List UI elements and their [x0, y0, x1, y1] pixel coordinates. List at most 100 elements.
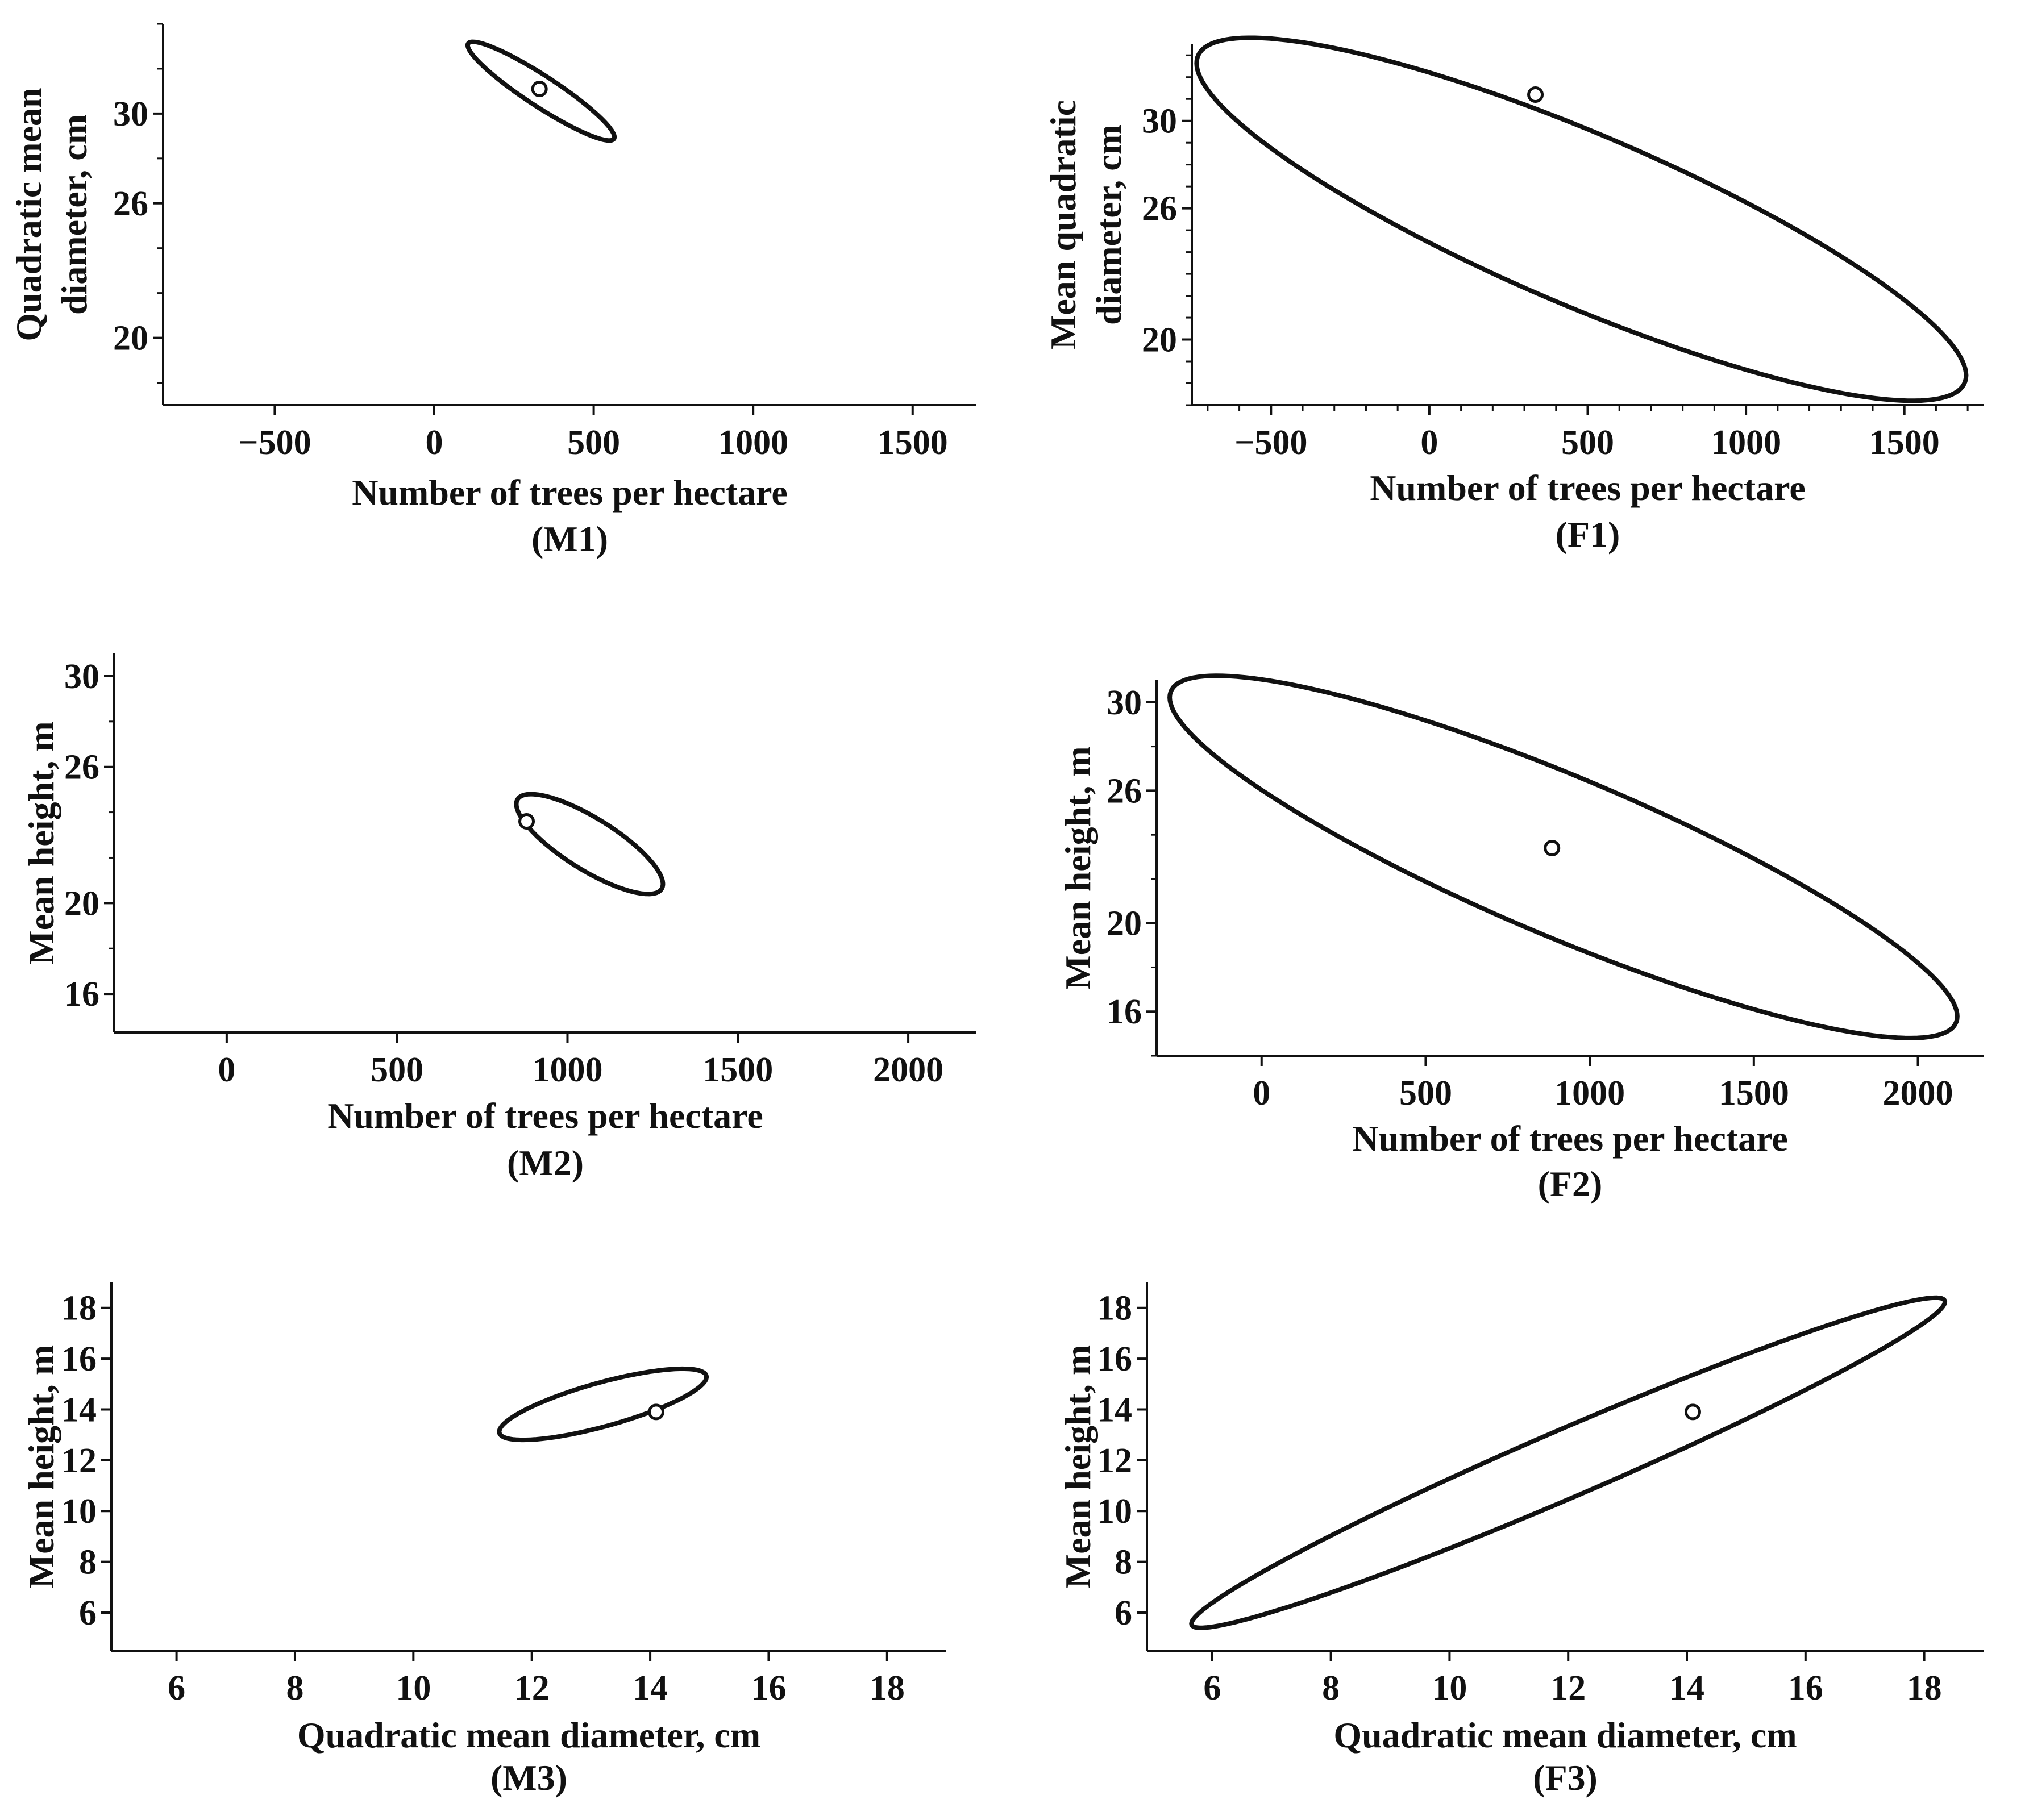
x-tick-label: 2000	[1883, 1074, 1953, 1113]
x-tick-label: 0	[1253, 1074, 1270, 1113]
x-tick-label: 1000	[1711, 423, 1781, 462]
x-axis-label: Quadratic mean diameter, cm	[297, 1715, 760, 1755]
y-axis-label: Mean height, m	[1058, 746, 1098, 989]
y-tick-label: 20	[113, 319, 148, 358]
x-tick-label: 1000	[718, 423, 788, 462]
x-axis-label: Number of trees per hectare	[1352, 1118, 1788, 1159]
x-axis-label: Quadratic mean diameter, cm	[1333, 1715, 1797, 1755]
y-tick-label: 16	[1107, 993, 1142, 1031]
y-tick-label: 30	[64, 657, 99, 696]
data-point	[531, 80, 548, 97]
panel-f3: 6 8 10 12 14 16 18 6 8 10 12 14 16 18 Quadratic mean d…	[1058, 1282, 1984, 1798]
x-tick-label: 2000	[873, 1051, 943, 1089]
x-axis-label: Number of trees per hectare	[352, 472, 788, 513]
x-tick-label: 0	[1420, 423, 1438, 462]
x-tick-label: 8	[1322, 1669, 1340, 1707]
y-axis-label: Mean height, m	[21, 1345, 61, 1588]
y-tick-label: 30	[113, 95, 148, 134]
y-tick-label: 16	[64, 975, 99, 1014]
x-axis-label: Number of trees per hectare	[1370, 468, 1806, 508]
confidence-ellipse	[1167, 673, 1960, 1040]
y-tick-label: 20	[64, 884, 99, 923]
confidence-ellipse	[1189, 1295, 1948, 1630]
x-tick-label: 500	[1561, 423, 1614, 462]
panel-f1: 20 26 30 −500 0 500 1000 1500 Number of trees pe…	[1043, 35, 1984, 555]
panel-label: (F3)	[1533, 1757, 1598, 1798]
x-tick-label: 16	[1788, 1669, 1823, 1707]
x-axis-label: Number of trees per hectare	[327, 1096, 763, 1136]
x-tick-label: 14	[1669, 1669, 1704, 1707]
y-tick-label: 26	[64, 748, 99, 787]
x-tick-label: 0	[426, 423, 443, 462]
y-tick-label: 26	[1107, 772, 1142, 810]
y-tick-label: 30	[1107, 684, 1142, 722]
y-axis-label: diameter, cm	[54, 114, 94, 315]
x-tick-label: 1500	[878, 423, 948, 462]
x-tick-label: −500	[238, 423, 311, 462]
x-tick-label: 1500	[702, 1051, 773, 1089]
y-tick-label: 10	[1097, 1492, 1132, 1531]
y-tick-label: 8	[79, 1543, 97, 1582]
x-tick-label: 500	[567, 423, 620, 462]
y-axis-label: Mean height, m	[21, 721, 61, 964]
x-tick-label: 8	[286, 1669, 303, 1707]
panel-label: (F2)	[1538, 1164, 1603, 1204]
y-tick-label: 6	[79, 1594, 97, 1632]
x-tick-label: 12	[1550, 1669, 1586, 1707]
y-tick-label: 18	[1097, 1289, 1132, 1328]
y-tick-label: 18	[61, 1289, 97, 1328]
y-tick-label: 26	[113, 185, 148, 223]
panel-label: (M1)	[531, 519, 608, 559]
data-point	[647, 1403, 664, 1421]
x-tick-label: 500	[371, 1051, 423, 1089]
y-tick-label: 12	[1097, 1442, 1132, 1480]
y-tick-label: 14	[61, 1390, 97, 1429]
x-tick-label: 6	[1203, 1669, 1221, 1707]
x-tick-label: 14	[633, 1669, 668, 1707]
panel-m2: 16 20 26 30 0 500 1000 1500 2000 Number of trees …	[21, 653, 976, 1183]
y-tick-label: 26	[1142, 190, 1177, 228]
y-axis-label: Mean height, m	[1058, 1345, 1098, 1588]
x-tick-label: −500	[1234, 423, 1307, 462]
x-tick-label: 1500	[1869, 423, 1940, 462]
x-tick-label: 1000	[532, 1051, 602, 1089]
panel-f2: 16 20 26 30 0 500 1000 1500 2000 Number of trees …	[1058, 673, 1984, 1204]
y-tick-label: 14	[1097, 1390, 1132, 1429]
confidence-ellipse	[497, 1366, 709, 1443]
x-tick-label: 10	[396, 1669, 431, 1707]
panel-m3: 6 8 10 12 14 16 18 6 8 10 12 14 16 18 Quadratic mean d…	[21, 1282, 946, 1798]
y-axis-label: diameter, cm	[1088, 124, 1129, 325]
y-tick-label: 6	[1115, 1594, 1132, 1632]
data-point	[518, 813, 535, 830]
y-tick-label: 16	[61, 1340, 97, 1378]
x-tick-label: 18	[1907, 1669, 1942, 1707]
y-tick-label: 16	[1097, 1340, 1132, 1378]
y-axis-label: Mean quadratic	[1043, 100, 1083, 349]
y-tick-label: 10	[61, 1492, 97, 1531]
confidence-ellipse	[1194, 35, 1969, 403]
x-tick-label: 12	[514, 1669, 550, 1707]
x-tick-label: 500	[1399, 1074, 1452, 1113]
x-tick-label: 0	[218, 1051, 235, 1089]
y-axis-label: Quadratic mean	[9, 88, 49, 341]
confidence-ellipse	[465, 39, 617, 143]
y-tick-label: 20	[1107, 905, 1142, 943]
x-tick-label: 6	[168, 1669, 185, 1707]
panel-label: (M2)	[507, 1143, 584, 1183]
y-tick-label: 20	[1142, 321, 1177, 360]
panel-label: (M3)	[490, 1757, 567, 1798]
data-point	[1527, 86, 1544, 103]
x-tick-label: 16	[751, 1669, 786, 1707]
y-tick-label: 30	[1142, 102, 1177, 141]
panel-m1: 20 26 30 −500 0 500 1000 1500 Number of trees pe…	[9, 23, 976, 559]
y-tick-label: 8	[1115, 1543, 1132, 1582]
data-point	[1544, 840, 1561, 857]
confidence-ellipse	[514, 792, 666, 897]
x-tick-label: 10	[1432, 1669, 1467, 1707]
data-point	[1684, 1403, 1701, 1421]
y-tick-label: 12	[61, 1442, 97, 1480]
x-tick-label: 1000	[1554, 1074, 1625, 1113]
panel-label: (F1)	[1556, 514, 1620, 555]
x-tick-label: 1500	[1719, 1074, 1789, 1113]
